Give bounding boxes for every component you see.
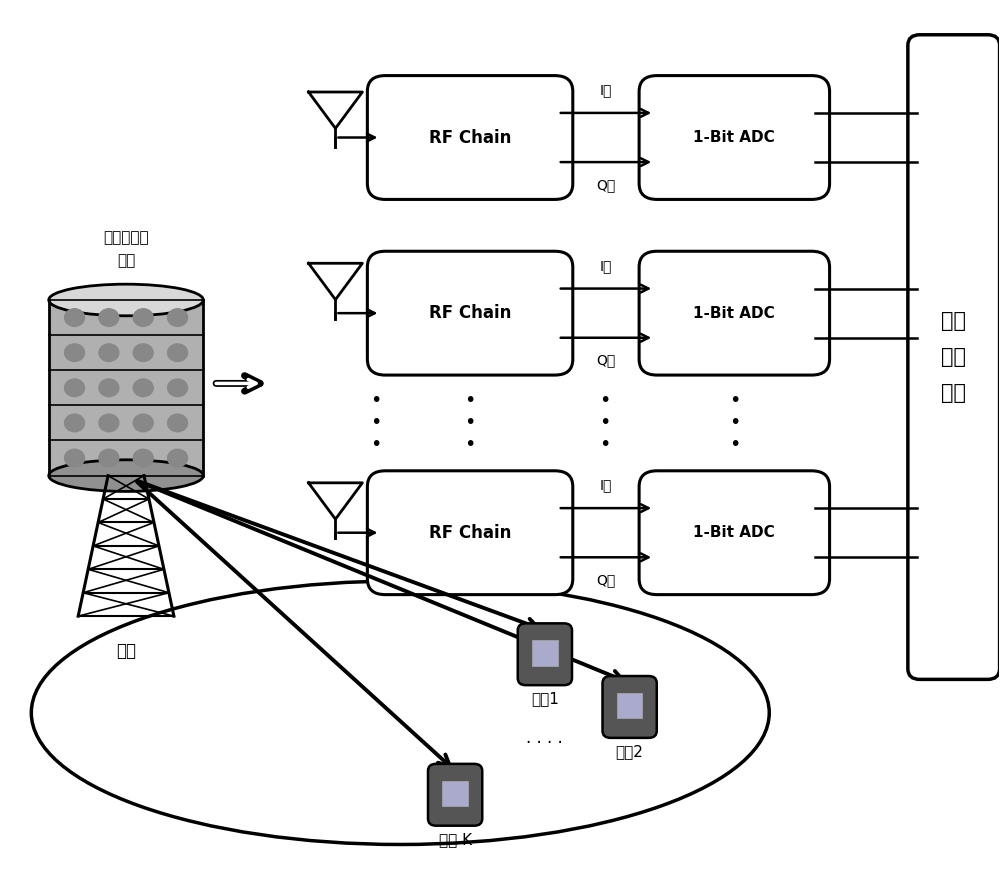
Text: RF Chain: RF Chain xyxy=(429,304,511,322)
Text: 阵列: 阵列 xyxy=(117,254,135,269)
FancyBboxPatch shape xyxy=(367,470,573,595)
Text: 1-Bit ADC: 1-Bit ADC xyxy=(693,306,775,321)
Bar xyxy=(617,692,642,718)
Circle shape xyxy=(65,344,84,361)
Circle shape xyxy=(65,449,84,467)
Circle shape xyxy=(99,449,119,467)
Text: · · · ·: · · · · xyxy=(526,735,563,752)
Text: 用户1: 用户1 xyxy=(531,692,559,707)
Circle shape xyxy=(133,308,153,326)
Text: Q路: Q路 xyxy=(596,178,616,192)
Circle shape xyxy=(99,308,119,326)
Circle shape xyxy=(65,414,84,432)
Text: RF Chain: RF Chain xyxy=(429,129,511,146)
Text: Q路: Q路 xyxy=(596,353,616,367)
Ellipse shape xyxy=(49,460,203,492)
FancyBboxPatch shape xyxy=(639,470,830,595)
Circle shape xyxy=(133,344,153,361)
Text: •
•
•: • • • xyxy=(729,391,740,455)
Circle shape xyxy=(133,414,153,432)
FancyBboxPatch shape xyxy=(639,76,830,199)
Ellipse shape xyxy=(49,285,203,315)
Text: 1-Bit ADC: 1-Bit ADC xyxy=(693,130,775,145)
FancyBboxPatch shape xyxy=(428,764,482,825)
Text: RF Chain: RF Chain xyxy=(429,523,511,542)
FancyBboxPatch shape xyxy=(603,676,657,738)
Text: I路: I路 xyxy=(600,83,612,97)
Text: I路: I路 xyxy=(600,259,612,273)
Circle shape xyxy=(168,449,188,467)
Bar xyxy=(442,781,468,806)
Circle shape xyxy=(168,344,188,361)
Text: 用户 K: 用户 K xyxy=(439,832,472,847)
Bar xyxy=(49,300,203,476)
Text: •
•
•: • • • xyxy=(370,391,381,455)
Text: 用户2: 用户2 xyxy=(616,744,644,759)
Text: 1-Bit ADC: 1-Bit ADC xyxy=(693,525,775,540)
FancyBboxPatch shape xyxy=(367,76,573,199)
Text: 基带
信号
处理: 基带 信号 处理 xyxy=(941,311,966,403)
Circle shape xyxy=(65,379,84,396)
Circle shape xyxy=(133,449,153,467)
Circle shape xyxy=(168,379,188,396)
FancyBboxPatch shape xyxy=(518,624,572,685)
Bar xyxy=(532,640,558,665)
Circle shape xyxy=(133,379,153,396)
FancyBboxPatch shape xyxy=(367,251,573,375)
FancyBboxPatch shape xyxy=(908,34,1000,679)
Text: 大规模天线: 大规模天线 xyxy=(103,230,149,245)
Circle shape xyxy=(168,414,188,432)
Circle shape xyxy=(99,344,119,361)
Circle shape xyxy=(65,308,84,326)
Text: 基站: 基站 xyxy=(116,642,136,661)
Circle shape xyxy=(99,379,119,396)
Text: I路: I路 xyxy=(600,478,612,492)
Circle shape xyxy=(168,308,188,326)
Text: •
•
•: • • • xyxy=(464,391,476,455)
Text: •
•
•: • • • xyxy=(599,391,610,455)
Circle shape xyxy=(99,414,119,432)
Text: Q路: Q路 xyxy=(596,574,616,587)
FancyBboxPatch shape xyxy=(639,251,830,375)
